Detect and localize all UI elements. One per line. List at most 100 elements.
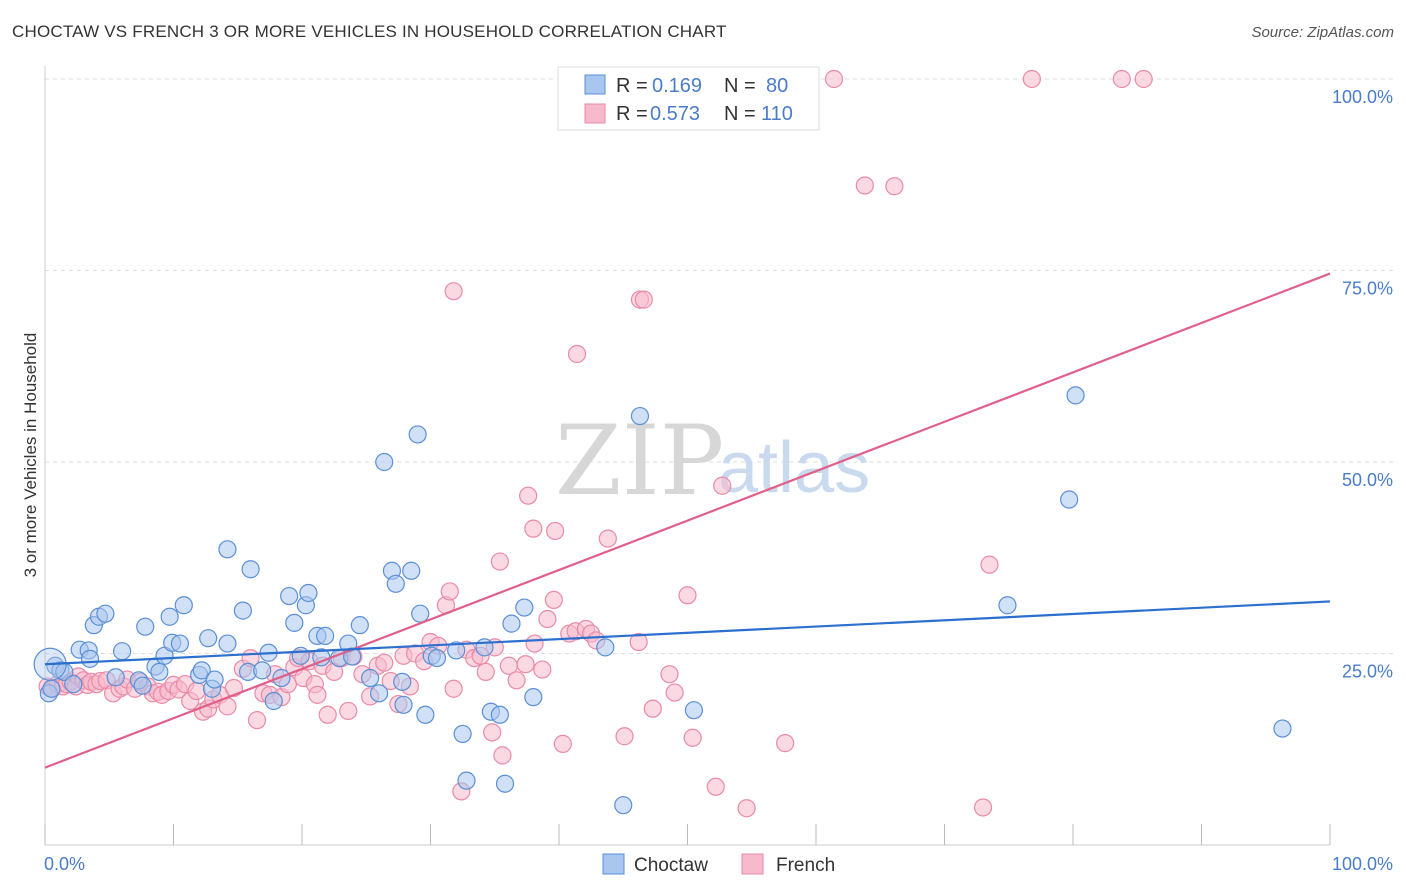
choctaw-point-18 [150,662,169,681]
french-point-96 [660,665,679,684]
french-point-38 [247,711,267,730]
choctaw-point-1 [42,679,61,698]
stats-legend: R = 0.169 N = 80 R = 0.573 N = 110 [557,66,820,131]
bottom-legend-label-french: French [776,855,835,876]
choctaw-point-26 [199,629,218,648]
choctaw-point-56 [394,695,413,714]
french-point-118 [490,552,509,571]
choctaw-point-36 [264,691,283,711]
legend-r-label-french: R = [616,103,648,125]
french-point-81 [516,655,535,674]
choctaw-point-80 [1273,719,1292,738]
choctaw-point-31 [233,601,252,620]
legend-r-label-choctaw: R = [616,75,648,97]
french-point-99 [706,777,725,796]
french-point-83 [533,660,552,679]
legend-r-value-choctaw: 0.169 [652,75,702,97]
french-point-29 [187,681,206,701]
french-point-70 [444,679,463,698]
legend-swatch-french [584,103,606,124]
choctaw-point-33 [241,560,260,579]
choctaw-point-68 [490,705,509,724]
french-point-69 [440,582,459,601]
choctaw-point-11 [96,604,115,623]
legend-r-value-french: 0.573 [650,103,700,125]
y-axis-label: 3 or more Vehicles in Household [21,333,40,578]
french-point-116 [546,521,565,541]
choctaw-point-34 [253,661,272,680]
legend-n-label-choctaw: N = [724,75,756,97]
french-point-100 [713,476,732,495]
choctaw-point-45 [316,626,335,645]
french-point-82 [525,634,544,653]
source-label: Source: ZipAtlas.com [1251,24,1394,41]
french-point-114 [634,290,653,309]
choctaw-point-50 [361,668,380,688]
choctaw-point-16 [136,617,155,636]
trend-line-choctaw [44,600,1331,666]
choctaw-point-20 [160,607,179,626]
choctaw-point-74 [614,796,633,815]
legend-n-label-french: N = [724,103,756,125]
choctaw-point-72 [524,688,543,707]
french-point-75 [476,662,495,681]
choctaw-point-58 [411,604,430,623]
choctaw-point-76 [684,701,704,720]
french-point-103 [855,176,874,195]
choctaw-point-29 [218,634,237,653]
french-point-106 [980,555,999,574]
french-point-95 [643,699,662,718]
french-point-108 [1112,69,1131,89]
tick-labels: 25.0% 50.0% 75.0% 100.0% 0.0% 100.0% [44,87,1393,874]
x-tick-label-0: 0.0% [44,854,85,874]
french-point-54 [339,701,358,721]
choctaw-point-64 [453,724,472,744]
choctaw-point-15 [133,676,152,695]
french-point-115 [524,519,543,538]
choctaw-point-54 [386,574,405,593]
french-point-97 [665,683,684,702]
choctaw-point-52 [375,452,394,472]
french-point-94 [629,632,648,652]
choctaw-point-51 [370,684,389,703]
french-point-111 [444,282,463,301]
y-tick-label-0: 25.0% [1342,662,1393,682]
choctaw-point-63 [447,641,466,660]
french-point-105 [973,798,993,817]
french-point-119 [678,586,697,605]
y-tick-label-3: 100.0% [1332,87,1393,107]
bottom-legend-swatch-choctaw [602,853,625,875]
french-point-84 [538,609,557,629]
choctaw-point-79 [1066,386,1085,405]
choctaw-point-38 [280,586,299,606]
bottom-legend-swatch-french [741,853,764,875]
choctaw-point-12 [106,668,125,687]
french-point-117 [519,486,538,505]
choctaw-point-60 [416,705,435,724]
axes [44,66,1331,846]
french-point-51 [318,705,337,724]
watermark-atlas: atlas [718,428,870,508]
choctaw-point-39 [285,613,304,632]
choctaw-point-22 [170,634,190,653]
series-legend: Choctaw French [602,853,835,876]
choctaw-point-57 [402,561,421,580]
choctaw-point-40 [291,646,310,665]
french-point-101 [737,799,756,818]
choctaw-point-13 [112,642,132,661]
choctaw-point-69 [495,774,515,793]
french-point-104 [885,177,904,196]
y-tick-label-1: 50.0% [1342,470,1393,490]
french-point-92 [598,529,617,548]
french-point-107 [1022,69,1041,89]
choctaw-point-62 [427,648,447,668]
trend-lines [44,272,1331,769]
french-point-59 [375,653,394,672]
french-point-78 [493,746,512,765]
choctaw-point-8 [80,649,100,668]
choctaw-point-59 [408,425,427,444]
choctaw-point-70 [502,614,521,633]
french-point-102 [776,734,795,753]
choctaw-point-75 [630,406,650,426]
choctaw-point-77 [998,596,1017,615]
